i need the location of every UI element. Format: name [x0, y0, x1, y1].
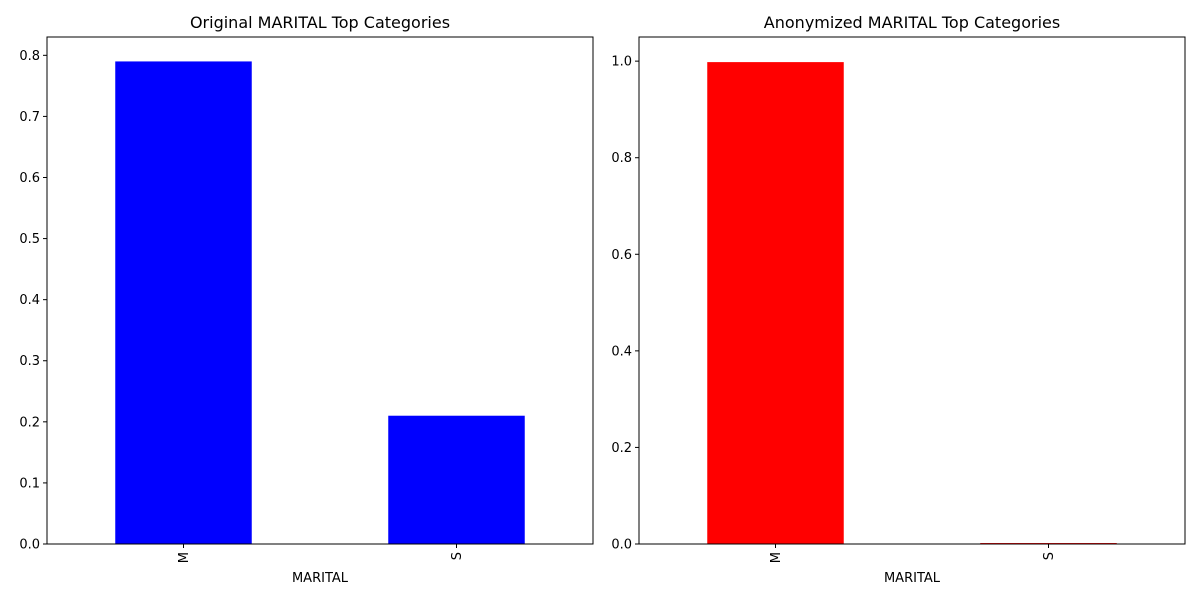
x-tick-label-m: M	[769, 552, 784, 563]
y-tick-label: 0.6	[19, 171, 40, 186]
y-tick-label: 0.2	[19, 415, 40, 430]
y-tick-label: 1.0	[611, 55, 632, 70]
x-axis-label: MARITAL	[292, 571, 349, 586]
y-tick-label: 0.4	[19, 293, 40, 308]
y-tick-label: 0.4	[611, 344, 632, 359]
chart-title: Original MARITAL Top Categories	[190, 13, 450, 32]
plot-frame	[46, 36, 594, 545]
x-tick-label-s: S	[1042, 552, 1057, 560]
y-tick-label: 0.8	[19, 49, 40, 64]
chart-anonymized-marital: Anonymized MARITAL Top Categories MARITA…	[611, 13, 1186, 586]
x-tick-label-m: M	[177, 552, 192, 563]
x-tick-label-s: S	[450, 552, 465, 560]
x-axis-label: MARITAL	[884, 571, 941, 586]
y-tick-label: 0.3	[19, 354, 40, 369]
bar-m	[115, 61, 252, 544]
chart-original-marital: Original MARITAL Top Categories MARITAL …	[19, 13, 594, 586]
y-tick-label: 0.2	[611, 441, 632, 456]
y-tick-label: 0.0	[19, 538, 40, 553]
bar-s	[388, 415, 525, 544]
y-tick-label: 0.1	[19, 476, 40, 491]
y-tick-label: 0.8	[611, 151, 632, 166]
y-tick-label: 0.5	[19, 232, 40, 247]
y-tick-label: 0.7	[19, 110, 40, 125]
bar-m	[707, 62, 844, 544]
y-tick-label: 0.6	[611, 248, 632, 263]
plot-frame	[638, 36, 1186, 545]
chart-title: Anonymized MARITAL Top Categories	[764, 13, 1060, 32]
y-tick-label: 0.0	[611, 538, 632, 553]
